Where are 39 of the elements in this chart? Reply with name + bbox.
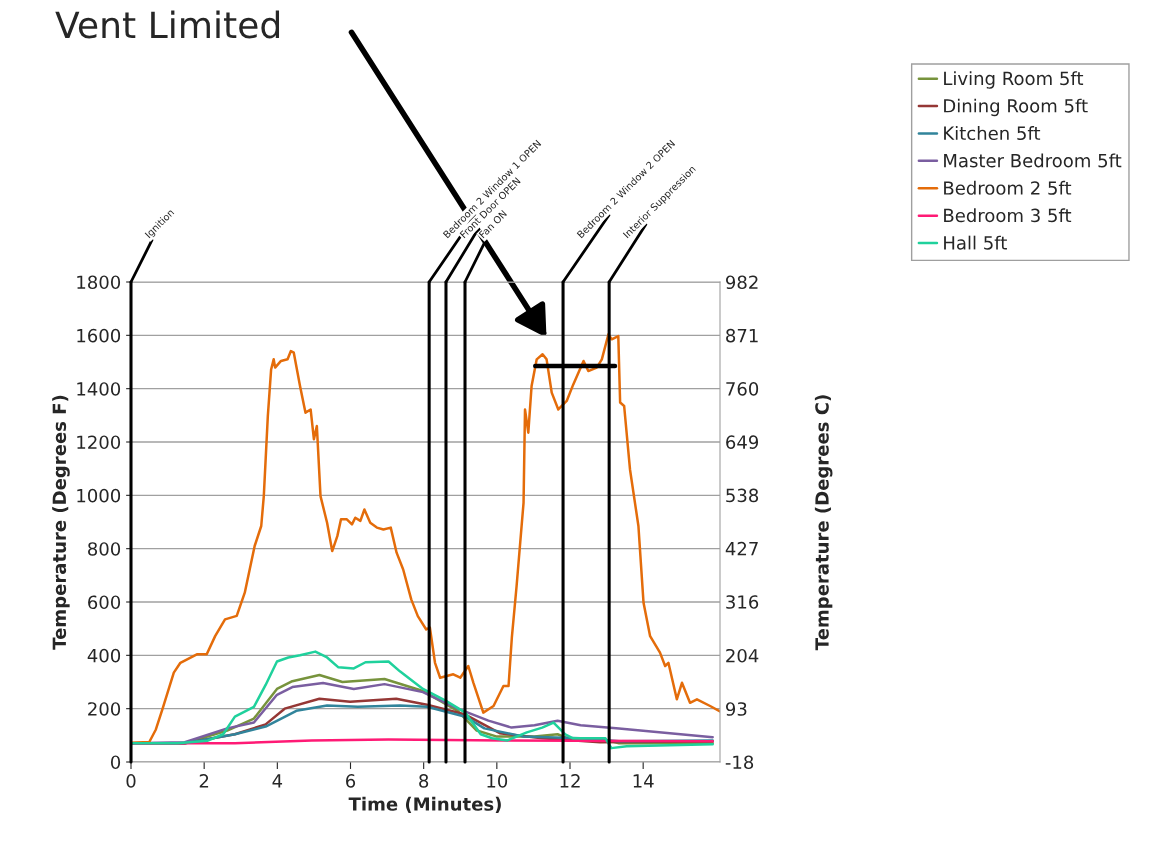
text: Vent Limited	[55, 10, 280, 39]
y-axis-title: Temperature (Degrees F)	[52, 395, 70, 650]
y-tick-label: 400	[87, 648, 121, 663]
y2-tick-label: 871	[726, 328, 758, 343]
legend-label: Bedroom 2 5ft	[944, 180, 1072, 195]
y-tick-label: 200	[88, 702, 121, 716]
legend-label: Hall 5ft	[944, 235, 1007, 250]
y-tick-label: 1800	[77, 275, 121, 290]
x-axis-title: Time (Minutes)	[348, 796, 501, 813]
y-tick-label: 800	[88, 542, 121, 556]
y2-tick-label: -18	[725, 755, 754, 770]
y2-tick-label: 760	[726, 382, 759, 396]
legend-label: Dining Room 5ft	[944, 98, 1088, 117]
y2-tick-label: 982	[726, 275, 758, 290]
x-tick-label: 8	[419, 774, 429, 788]
y-tick-label: 1400	[77, 382, 121, 396]
legend-label: Living Room 5ft	[944, 71, 1084, 89]
y2-tick-label: 316	[726, 595, 759, 609]
y-tick-label: 1000	[77, 488, 121, 503]
y-tick-label: 0	[110, 755, 121, 770]
legend-label: Bedroom 3 5ft	[944, 208, 1072, 223]
x-tick-label: 6	[346, 774, 356, 788]
legend-label: Master Bedroom 5ft	[944, 153, 1122, 168]
x-tick-label: 12	[560, 774, 580, 788]
x-tick-label: 14	[633, 774, 654, 788]
y2-tick-label: 649	[726, 435, 759, 449]
x-tick-label: 4	[272, 774, 283, 788]
x-tick-label: 10	[487, 774, 508, 788]
y2-tick-label: 204	[726, 648, 759, 663]
y-tick-label: 600	[88, 595, 121, 610]
legend-label: Kitchen 5ft	[944, 126, 1041, 141]
x-tick-label: 0	[126, 774, 136, 788]
x-tick-label: 2	[199, 774, 209, 788]
y-tick-label: 1200	[77, 435, 121, 450]
y2-tick-label: 93	[726, 702, 747, 716]
y2-axis-title: Temperature (Degrees C)	[814, 395, 833, 651]
y-tick-label: 1600	[77, 328, 121, 343]
y2-tick-label: 427	[725, 541, 758, 556]
y2-tick-label: 538	[726, 488, 759, 503]
